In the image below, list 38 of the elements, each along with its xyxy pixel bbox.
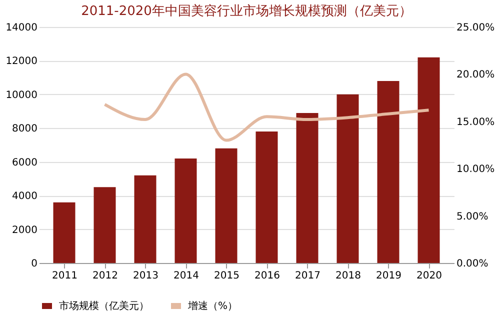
y-tick-label: 12000 (6, 56, 38, 68)
x-tick-label: 2013 (133, 270, 158, 282)
x-tick-label: 2019 (376, 270, 402, 282)
y2-tick-label: 5.00% (456, 211, 488, 222)
x-tick-label: 2015 (214, 270, 240, 282)
bar (336, 94, 359, 263)
x-tick-label: 2018 (336, 270, 361, 282)
bar (418, 57, 440, 263)
y-tick-label: 0 (31, 258, 38, 270)
bar (215, 148, 238, 263)
x-tick-label: 2011 (52, 270, 78, 282)
y2-tick-label: 15.00% (456, 116, 495, 128)
line-series (103, 72, 430, 142)
y2-tick-label: 10.00% (456, 164, 495, 176)
x-tick-label: 2012 (92, 270, 118, 282)
bar (94, 187, 116, 263)
bar (256, 132, 278, 263)
y-tick-label: 8000 (12, 124, 38, 135)
y-tick-label: 14000 (6, 22, 38, 34)
x-tick-label: 2014 (174, 270, 199, 282)
bar (53, 202, 76, 263)
y-tick-label: 10000 (6, 90, 38, 101)
y-tick-label: 6000 (12, 157, 38, 168)
y-tick-label: 2000 (12, 224, 38, 236)
y-tick-label: 4000 (12, 191, 38, 202)
bar (377, 80, 400, 263)
legend-label: 市场规模（亿美元） (59, 300, 149, 312)
legend-label: 增速（%） (187, 300, 238, 312)
x-tick-label: 2020 (416, 270, 442, 282)
x-tick-label: 2017 (295, 270, 320, 282)
bar (134, 175, 156, 263)
chart-title: 2011-2020年中国美容行业市场增长规模预测（亿美元） (81, 3, 412, 19)
y2-tick-label: 25.00% (456, 22, 495, 34)
y2-tick-label: 0.00% (456, 258, 488, 270)
y2-tick-label: 20.00% (456, 70, 495, 81)
x-tick-label: 2016 (254, 270, 280, 282)
bar (174, 158, 197, 263)
bar (296, 112, 318, 263)
